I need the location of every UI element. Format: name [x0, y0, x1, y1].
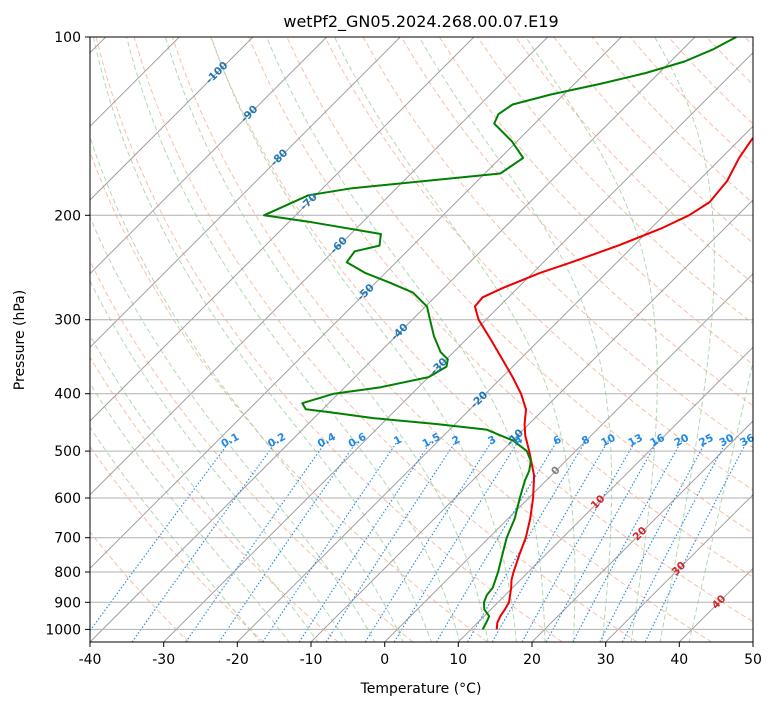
x-tick-label: 20 [523, 652, 541, 668]
y-tick-label: 900 [54, 595, 81, 611]
x-tick-label: -20 [226, 652, 249, 668]
x-tick-label: 40 [670, 652, 688, 668]
y-axis-label: Pressure (hPa) [12, 290, 28, 390]
x-tick-label: 50 [744, 652, 762, 668]
x-axis-label: Temperature (°C) [360, 681, 482, 697]
x-tick-label: 0 [380, 652, 389, 668]
y-tick-label: 200 [54, 208, 81, 224]
y-tick-label: 600 [54, 491, 81, 507]
y-tick-label: 400 [54, 387, 81, 403]
y-tick-label: 700 [54, 531, 81, 547]
y-tick-label: 300 [54, 313, 81, 329]
chart-title: wetPf2_GN05.2024.268.00.07.E19 [283, 12, 558, 32]
y-tick-label: 100 [54, 30, 81, 46]
y-tick-label: 800 [54, 565, 81, 581]
x-tick-label: -10 [300, 652, 323, 668]
y-tick-label: 500 [54, 444, 81, 460]
x-tick-label: 30 [597, 652, 615, 668]
x-tick-label: 10 [449, 652, 467, 668]
x-tick-label: -40 [79, 652, 102, 668]
x-tick-label: -30 [152, 652, 175, 668]
y-tick-label: 1000 [45, 622, 81, 638]
